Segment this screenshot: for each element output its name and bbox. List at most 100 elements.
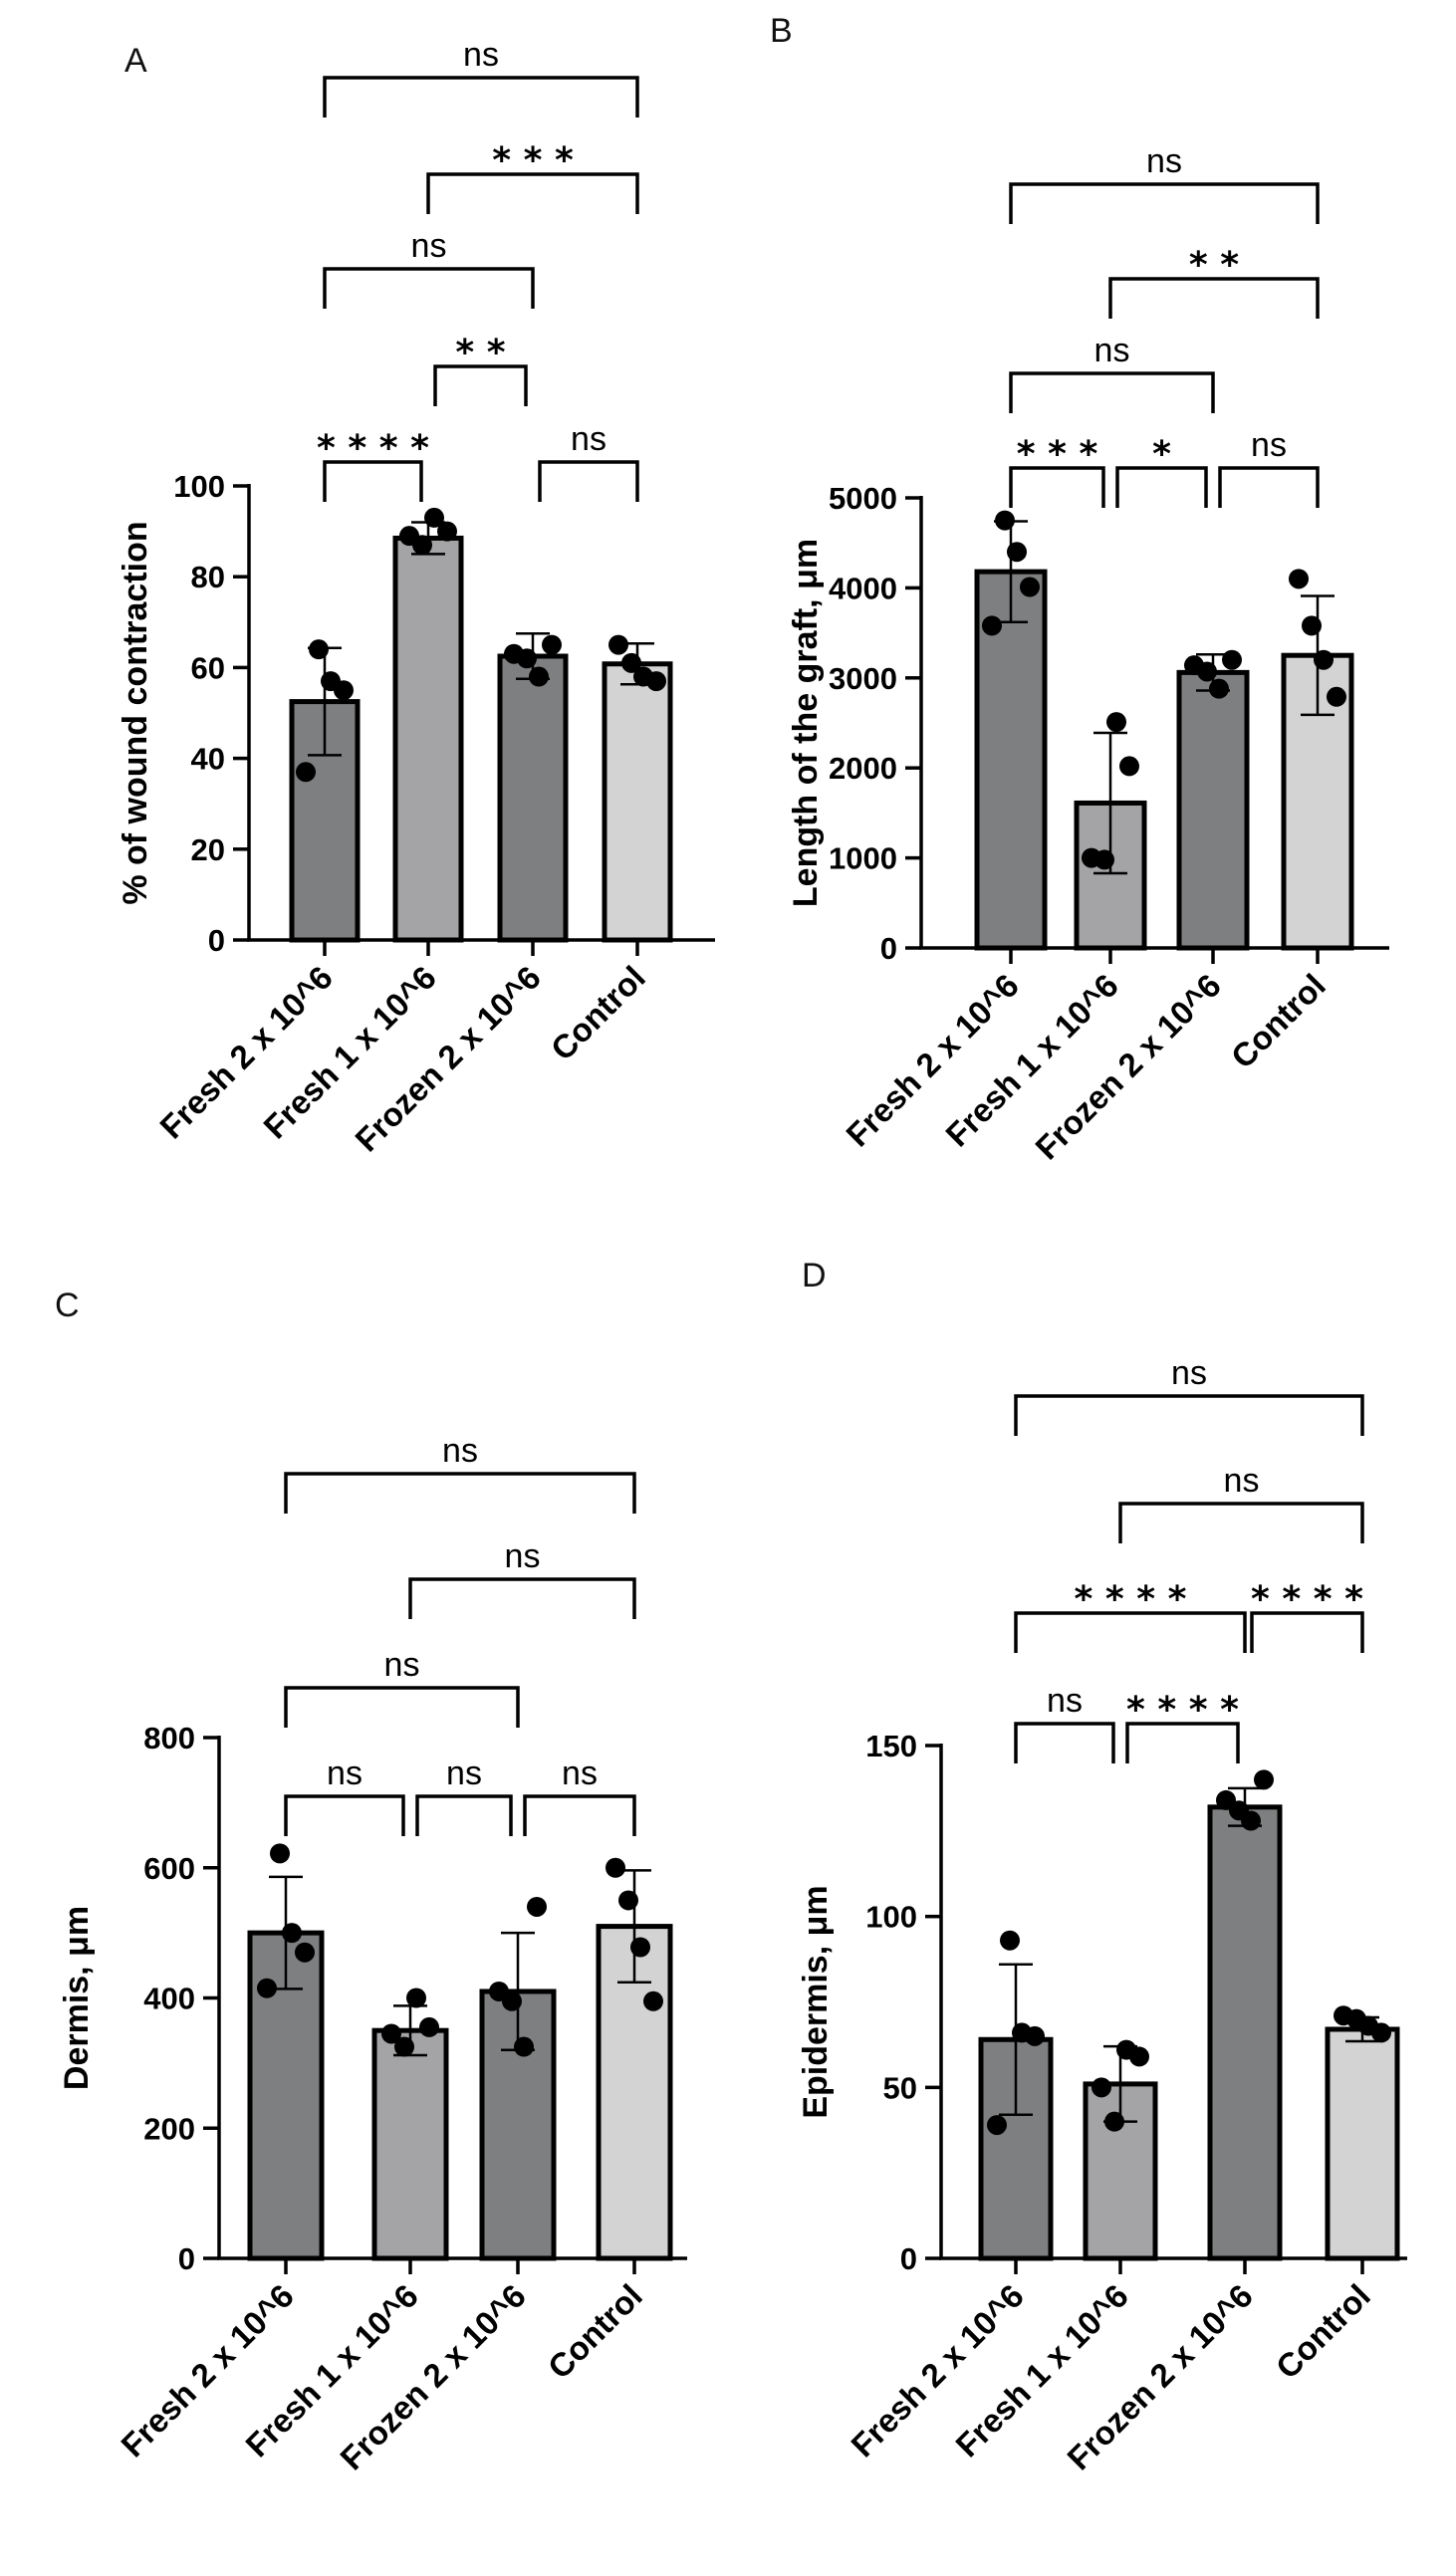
x-tick-label: Frozen 2 x 10^6 (1028, 967, 1228, 1167)
data-point (1119, 756, 1139, 777)
data-point (542, 634, 562, 655)
x-tick-label: Fresh 2 x 10^6 (844, 2277, 1031, 2464)
significance-bracket (1250, 1611, 1364, 1653)
data-point (995, 510, 1015, 531)
significance-label: * * (455, 333, 505, 373)
data-point (1106, 712, 1126, 733)
significance-label: * (1152, 434, 1171, 475)
x-tick-label: Fresh 2 x 10^6 (839, 967, 1026, 1154)
data-point (321, 671, 341, 692)
significance-label: ns (463, 36, 499, 74)
significance-label: * * * * (1251, 1579, 1363, 1620)
significance-bracket (284, 1686, 520, 1728)
data-point (399, 526, 419, 547)
bar (497, 653, 569, 943)
panel-b: B 0 1000 2000 3000 4000 5000 Fresh 2 x 10^6Fres… (770, 12, 1389, 1166)
x-tick-label: Control (541, 2277, 649, 2386)
y-tick-label: 1000 (829, 841, 897, 876)
data-point (282, 1923, 302, 1944)
significance-label: ns (446, 1755, 482, 1792)
y-tick-label: 0 (208, 923, 225, 958)
significance-label: * * * * (317, 428, 429, 469)
data-point (514, 2036, 534, 2057)
data-point (1302, 615, 1322, 636)
data-point (630, 1937, 650, 1958)
x-tick-label: Control (1224, 967, 1333, 1075)
significance-label: ns (384, 1646, 420, 1684)
x-tick-label: Frozen 2 x 10^6 (333, 2277, 533, 2477)
significance-label: ns (1094, 332, 1130, 369)
data-point (643, 1991, 663, 2011)
data-point (295, 1942, 315, 1963)
significance-bracket (415, 1794, 513, 1836)
panel-letter: C (55, 1287, 80, 1324)
data-point (529, 666, 549, 687)
significance-label: * * * * (1126, 1690, 1239, 1731)
bar (1176, 669, 1250, 951)
y-tick-label: 600 (143, 1851, 195, 1886)
data-point (1209, 678, 1229, 699)
y-axis-label: Dermis, μm (58, 1906, 96, 2090)
significance-bracket (1108, 277, 1320, 319)
significance-label: * * * * (1075, 1579, 1187, 1620)
y-tick-label: 2000 (829, 751, 897, 786)
data-point (489, 1981, 509, 2001)
data-point (406, 1988, 426, 2008)
significance-bracket (1014, 1722, 1115, 1763)
data-point (394, 2036, 414, 2057)
significance-label: ns (1251, 426, 1287, 464)
significance-label: ns (1146, 142, 1182, 180)
y-tick-label: 100 (173, 469, 225, 504)
significance-label: ns (562, 1755, 598, 1792)
significance-bracket (284, 1794, 405, 1836)
significance-bracket (1014, 1611, 1247, 1653)
significance-bracket (1014, 1394, 1364, 1436)
y-tick-label: 0 (880, 931, 897, 966)
y-axis-label: Epidermis, μm (797, 1885, 835, 2118)
data-point (1092, 2077, 1111, 2098)
significance-label: ns (505, 1537, 541, 1575)
data-point (1327, 686, 1346, 707)
x-tick-label: Fresh 2 x 10^6 (152, 959, 340, 1146)
data-point (296, 762, 316, 783)
bar (602, 661, 673, 943)
data-point (608, 634, 628, 655)
panel-letter: B (770, 12, 793, 50)
y-tick-label: 5000 (829, 481, 897, 516)
significance-bracket (1125, 1722, 1240, 1763)
significance-bracket (1218, 466, 1320, 508)
data-point (633, 666, 653, 687)
significance-bracket (1009, 182, 1320, 224)
data-point (1289, 569, 1309, 589)
data-point (1116, 2039, 1136, 2060)
data-point (1314, 649, 1334, 670)
data-point (987, 2115, 1007, 2136)
panel-letter: A (124, 42, 147, 80)
y-tick-label: 20 (191, 832, 225, 867)
significance-label: ns (1047, 1682, 1083, 1720)
bar (392, 535, 464, 943)
x-tick-label: Control (544, 959, 652, 1067)
y-tick-label: 40 (191, 742, 225, 777)
data-point (1007, 542, 1027, 563)
data-point (504, 643, 524, 664)
data-point (527, 1896, 547, 1917)
significance-label: ns (1224, 1462, 1260, 1500)
x-tick-label: Frozen 2 x 10^6 (348, 959, 548, 1159)
y-axis-label: % of wound contraction (117, 521, 154, 904)
significance-label: ns (1171, 1354, 1207, 1392)
y-tick-label: 0 (900, 2241, 917, 2276)
bar (371, 2027, 449, 2261)
data-point (424, 507, 444, 528)
significance-bracket (323, 267, 535, 309)
significance-bracket (323, 460, 423, 502)
significance-bracket (433, 364, 528, 406)
y-tick-label: 50 (883, 2070, 917, 2105)
data-point (1216, 1789, 1236, 1810)
significance-bracket (1009, 371, 1215, 413)
significance-bracket (1009, 466, 1105, 508)
